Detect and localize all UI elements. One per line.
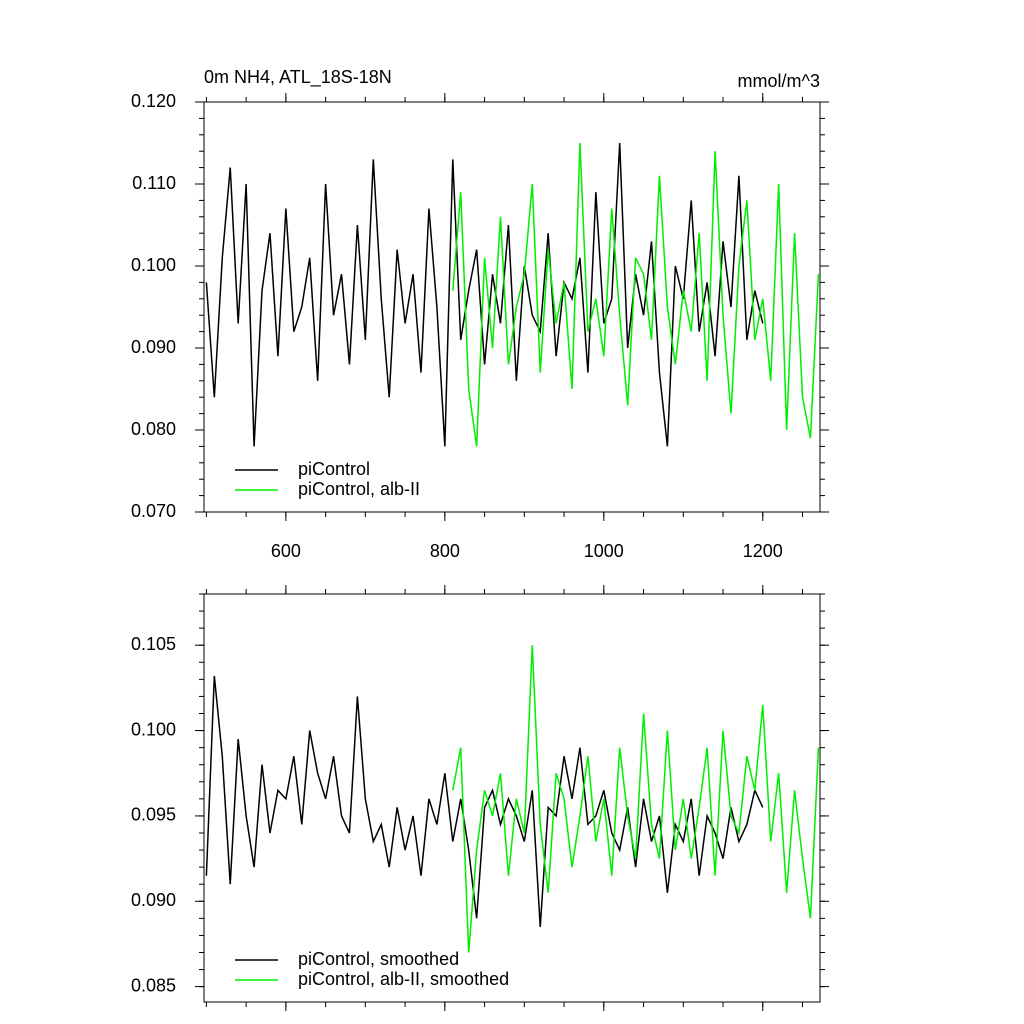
y-tick-label: 0.100 bbox=[131, 719, 176, 739]
y-tick-label: 0.085 bbox=[131, 975, 176, 995]
y-tick-label: 0.090 bbox=[131, 337, 176, 357]
units-label: mmol/m^3 bbox=[738, 71, 820, 91]
y-tick-label: 0.090 bbox=[131, 890, 176, 910]
legend-label: piControl, alb-II, smoothed bbox=[298, 969, 509, 989]
series-line bbox=[452, 645, 820, 953]
legend-label: piControl, alb-II bbox=[298, 479, 420, 499]
x-tick-label: 600 bbox=[271, 541, 301, 561]
legend-label: piControl bbox=[298, 459, 370, 479]
series-line bbox=[452, 142, 820, 447]
y-tick-label: 0.105 bbox=[131, 634, 176, 654]
y-tick-label: 0.110 bbox=[132, 173, 176, 193]
chart-title: 0m NH4, ATL_18S-18N bbox=[204, 67, 392, 88]
x-tick-label: 800 bbox=[430, 541, 460, 561]
y-tick-label: 0.070 bbox=[131, 501, 176, 521]
plot-frame bbox=[203, 593, 821, 1003]
y-tick-label: 0.100 bbox=[131, 255, 176, 275]
y-tick-label: 0.120 bbox=[131, 91, 176, 111]
series-line bbox=[205, 675, 764, 927]
legend-label: piControl, smoothed bbox=[298, 949, 459, 969]
plot-frame bbox=[203, 101, 821, 513]
y-tick-label: 0.080 bbox=[131, 419, 176, 439]
y-tick-label: 0.095 bbox=[131, 805, 176, 825]
x-tick-label: 1000 bbox=[584, 541, 624, 561]
series-line bbox=[205, 142, 764, 447]
x-tick-label: 1200 bbox=[743, 541, 783, 561]
